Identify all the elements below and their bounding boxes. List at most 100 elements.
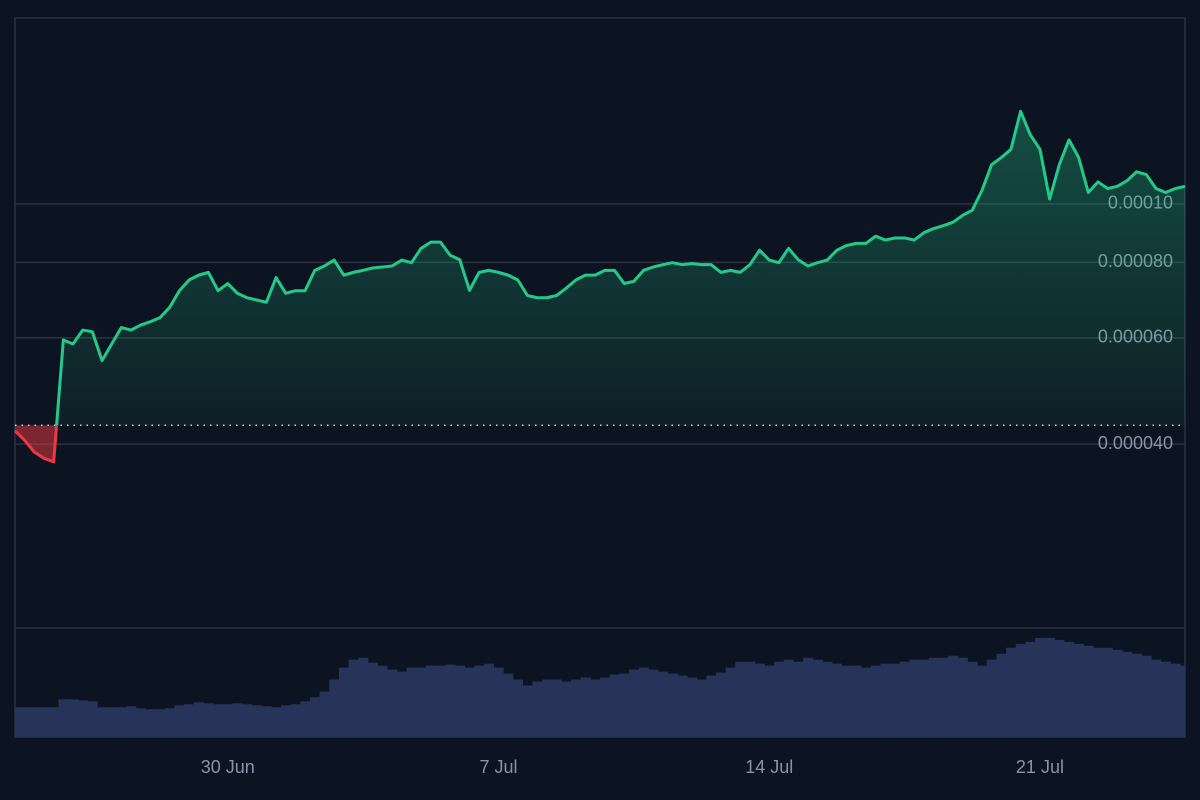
volume-bar bbox=[1025, 641, 1036, 737]
volume-bar bbox=[551, 679, 562, 737]
volume-bar bbox=[271, 707, 282, 737]
volume-bar bbox=[1073, 643, 1084, 737]
volume-bar bbox=[445, 664, 456, 737]
volume-bar bbox=[483, 663, 495, 737]
volume-bar bbox=[213, 704, 224, 737]
x-tick-label: 30 Jun bbox=[201, 757, 255, 777]
volume-bar bbox=[174, 705, 185, 737]
volume-bar bbox=[116, 707, 127, 737]
volume-bar bbox=[48, 707, 59, 737]
volume-bar bbox=[948, 655, 959, 737]
volume-bar bbox=[803, 657, 814, 737]
volume-bar bbox=[899, 661, 910, 737]
volume-bar bbox=[870, 665, 881, 737]
volume-bar bbox=[309, 697, 320, 737]
x-tick-label: 14 Jul bbox=[745, 757, 793, 777]
volume-bar bbox=[522, 685, 533, 737]
volume-bar bbox=[967, 661, 978, 737]
volume-bar bbox=[416, 667, 427, 737]
volume-bar bbox=[164, 708, 175, 737]
volume-bar bbox=[97, 707, 108, 737]
volume-bar bbox=[658, 671, 669, 737]
volume-bar bbox=[232, 703, 243, 737]
volume-bar bbox=[493, 667, 504, 737]
volume-bar bbox=[996, 653, 1007, 737]
volume-bar bbox=[541, 679, 553, 737]
volume-bar bbox=[338, 667, 349, 737]
volume-bar bbox=[1160, 661, 1171, 737]
volume-bar bbox=[1102, 647, 1113, 737]
volume-bar bbox=[184, 704, 195, 737]
volume-bar bbox=[1180, 665, 1185, 737]
volume-bar bbox=[667, 673, 678, 737]
volume-bar bbox=[1083, 645, 1094, 737]
volume-bar bbox=[861, 667, 872, 737]
volume-bar bbox=[39, 707, 50, 737]
volume-bar bbox=[300, 701, 311, 737]
volume-bar bbox=[464, 667, 475, 737]
volume-bar bbox=[812, 659, 823, 737]
y-tick-label: 0.000040 bbox=[1098, 433, 1173, 453]
volume-bar bbox=[1006, 647, 1017, 737]
volume-bar bbox=[822, 661, 833, 737]
volume-bar bbox=[387, 669, 398, 737]
volume-bars bbox=[15, 637, 1185, 737]
volume-bar bbox=[928, 657, 939, 737]
volume-bar bbox=[735, 661, 746, 737]
volume-bar bbox=[319, 691, 330, 737]
volume-bar bbox=[1170, 663, 1181, 737]
volume-bar bbox=[203, 703, 214, 737]
volume-bar bbox=[126, 706, 137, 737]
volume-bar bbox=[774, 661, 785, 737]
volume-bar bbox=[396, 671, 408, 737]
volume-bar bbox=[68, 699, 79, 737]
volume-bar bbox=[358, 657, 369, 737]
volume-bar bbox=[938, 657, 949, 737]
volume-bar bbox=[648, 669, 659, 737]
volume-bar bbox=[957, 657, 968, 737]
x-tick-label: 21 Jul bbox=[1016, 757, 1064, 777]
volume-bar bbox=[696, 679, 707, 737]
price-area bbox=[15, 111, 1185, 462]
volume-bar bbox=[435, 665, 446, 737]
volume-bar bbox=[77, 700, 88, 737]
volume-bar bbox=[58, 699, 69, 737]
volume-bar bbox=[590, 679, 601, 737]
volume-bar bbox=[454, 665, 466, 737]
volume-bar bbox=[290, 704, 301, 737]
volume-bar bbox=[890, 663, 901, 737]
volume-bar bbox=[1054, 639, 1065, 737]
volume-bar bbox=[919, 659, 930, 737]
volume-bar bbox=[832, 663, 843, 737]
volume-bar bbox=[706, 675, 717, 737]
volume-bar bbox=[841, 665, 852, 737]
volume-bar bbox=[348, 659, 359, 737]
volume-bar bbox=[135, 708, 146, 737]
volume-bar bbox=[851, 665, 862, 737]
volume-bar bbox=[629, 669, 640, 737]
volume-bar bbox=[1093, 647, 1104, 737]
volume-bar bbox=[251, 705, 262, 737]
volume-bar bbox=[329, 679, 340, 737]
volume-bar bbox=[977, 665, 988, 737]
price-line bbox=[13, 109, 1186, 464]
volume-bar bbox=[725, 667, 736, 737]
volume-bar bbox=[261, 706, 272, 737]
volume-bar bbox=[503, 673, 514, 737]
volume-bar bbox=[377, 665, 388, 737]
volume-bar bbox=[222, 704, 233, 737]
volume-bar bbox=[1112, 649, 1123, 737]
volume-bar bbox=[580, 677, 591, 737]
volume-bar bbox=[609, 674, 620, 737]
volume-bar bbox=[1015, 643, 1026, 737]
volume-bar bbox=[1044, 637, 1055, 737]
volume-bar bbox=[570, 679, 582, 737]
volume-bar bbox=[87, 701, 98, 737]
volume-bar bbox=[406, 667, 417, 737]
volume-bar bbox=[512, 679, 524, 737]
volume-bar bbox=[242, 704, 253, 737]
volume-bar bbox=[155, 709, 166, 737]
volume-bar bbox=[29, 707, 40, 737]
